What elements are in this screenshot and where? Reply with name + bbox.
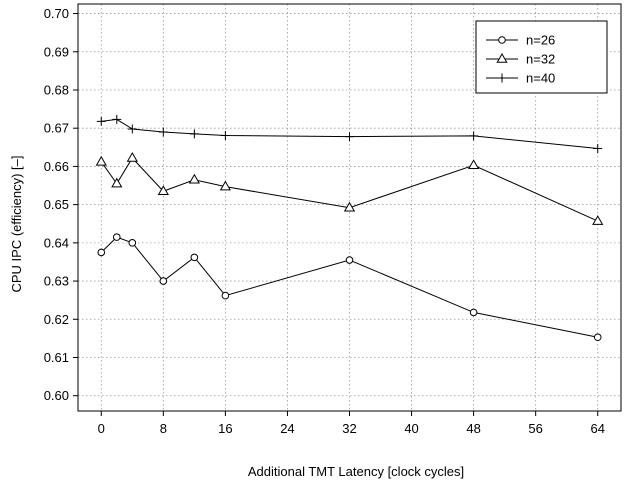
legend-entry: n=26 [486,33,555,48]
data-point [221,291,230,300]
data-point [96,116,106,126]
data-point [469,131,479,141]
legend-entry: n=32 [486,52,555,67]
data-point [97,248,106,257]
data-point [128,239,137,247]
data-point [219,180,232,191]
data-point [190,253,199,262]
series-n=32 [95,152,604,225]
data-point [467,159,480,170]
data-point [126,152,138,162]
y-tick-label: 0.68 [44,82,69,97]
axes: 0.60 0.61 0.62 0.63 0.64 0.65 0.66 0.67 0.68 0.69… [44,3,622,436]
y-tick-label: 0.69 [44,44,69,59]
data-point [343,201,356,212]
data-point [157,185,169,196]
series [95,114,604,342]
data-point [593,143,603,153]
legend-marker [498,36,506,44]
y-tick-label: 0.67 [44,121,69,136]
data-point [189,129,199,139]
data-point [188,173,200,184]
legend-box [475,20,608,94]
y-tick-label: 0.66 [44,159,69,174]
y-tick-label: 0.65 [44,197,69,212]
y-tick-label: 0.70 [44,6,69,21]
x-tick-label: 56 [528,421,542,436]
y-tick-label: 0.63 [44,274,69,289]
y-tick-label: 0.62 [44,312,69,327]
x-tick-label: 40 [404,421,418,436]
x-tick-label: 24 [280,421,294,436]
data-point [592,215,604,225]
data-point [469,308,478,317]
y-axis-label: CPU IPC (efficiency) [–] [9,155,24,292]
series-n=40 [96,114,603,153]
data-point [112,233,121,241]
x-tick-label: 48 [466,421,480,436]
y-tick-label: 0.60 [44,388,69,403]
y-tick-label: 0.64 [44,235,69,250]
data-point [127,124,137,134]
y-tick-label: 0.61 [44,350,69,365]
legend-label: n=40 [526,71,555,86]
x-axis-label: Additional TMT Latency [clock cycles] [248,464,464,479]
series-line [100,157,598,222]
legend: n=26 n=32 n=40 [475,20,608,94]
data-point [158,127,168,137]
series-n=26 [97,233,602,342]
x-tick-label: 0 [98,421,105,436]
data-point [112,114,122,124]
data-point [111,177,123,188]
legend-label: n=32 [526,52,555,67]
legend-entry: n=40 [486,71,555,86]
data-point [220,130,230,140]
x-tick-label: 16 [218,421,232,436]
legend-marker [497,73,507,83]
data-point [345,256,354,264]
x-tick-label: 32 [342,421,356,436]
data-point [95,155,107,166]
legend-marker [496,52,508,63]
x-tick-label: 8 [160,421,167,436]
data-point [159,277,168,285]
x-tick-label: 64 [590,421,604,436]
data-point [345,132,354,142]
legend-label: n=26 [526,33,555,48]
data-point [593,333,602,342]
